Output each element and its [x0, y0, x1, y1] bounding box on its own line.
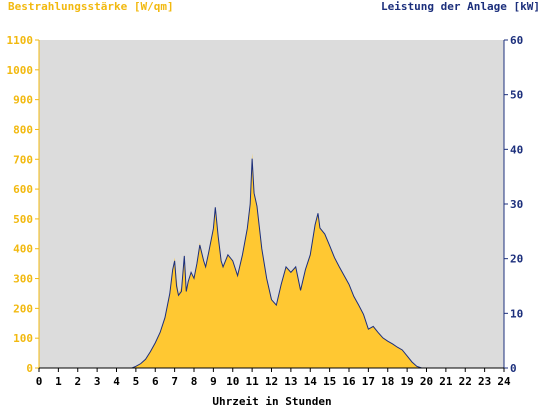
- x-tick-label: 18: [381, 375, 394, 388]
- right-y-tick-label: 10: [510, 307, 523, 320]
- left-y-tick-label: 100: [13, 332, 33, 345]
- left-y-tick-label: 800: [13, 123, 33, 136]
- x-tick-label: 4: [113, 375, 120, 388]
- x-tick-label: 10: [226, 375, 239, 388]
- left-y-tick-label: 1100: [7, 34, 34, 47]
- x-tick-label: 12: [265, 375, 278, 388]
- left-y-tick-label: 500: [13, 213, 33, 226]
- left-y-tick-label: 200: [13, 302, 33, 315]
- x-tick-label: 14: [304, 375, 318, 388]
- x-tick-label: 19: [401, 375, 414, 388]
- left-axis-title: Bestrahlungsstärke [W/qm]: [8, 0, 174, 13]
- right-y-tick-label: 0: [510, 362, 517, 375]
- x-tick-label: 17: [362, 375, 375, 388]
- x-tick-label: 11: [246, 375, 260, 388]
- x-tick-label: 16: [342, 375, 356, 388]
- right-y-tick-label: 60: [510, 34, 523, 47]
- left-y-tick-label: 1000: [7, 64, 34, 77]
- left-y-tick-label: 900: [13, 94, 33, 107]
- x-tick-label: 20: [420, 375, 433, 388]
- x-tick-label: 15: [323, 375, 336, 388]
- irradiance-area: [39, 153, 504, 368]
- left-y-tick-label: 300: [13, 273, 33, 286]
- left-y-tick-label: 400: [13, 243, 33, 256]
- x-tick-label: 3: [94, 375, 101, 388]
- right-y-tick-label: 20: [510, 253, 523, 266]
- x-tick-label: 7: [171, 375, 178, 388]
- x-tick-label: 24: [497, 375, 511, 388]
- right-axis-title: Leistung der Anlage [kW]: [381, 0, 540, 13]
- x-tick-label: 1: [55, 375, 62, 388]
- x-tick-label: 6: [152, 375, 159, 388]
- x-tick-label: 2: [74, 375, 81, 388]
- x-tick-label: 23: [478, 375, 491, 388]
- right-y-tick-label: 40: [510, 143, 523, 156]
- x-axis-title: Uhrzeit in Stunden: [212, 395, 332, 408]
- right-y-tick-label: 50: [510, 89, 523, 102]
- x-tick-label: 0: [36, 375, 43, 388]
- x-tick-label: 21: [439, 375, 453, 388]
- left-y-tick-label: 600: [13, 183, 33, 196]
- left-y-tick-label: 0: [26, 362, 33, 375]
- x-tick-label: 22: [459, 375, 472, 388]
- left-y-tick-label: 700: [13, 153, 33, 166]
- x-tick-label: 13: [284, 375, 297, 388]
- x-tick-label: 5: [133, 375, 140, 388]
- right-y-tick-label: 30: [510, 198, 523, 211]
- power-line: [39, 158, 504, 369]
- x-tick-label: 9: [210, 375, 217, 388]
- x-tick-label: 8: [191, 375, 198, 388]
